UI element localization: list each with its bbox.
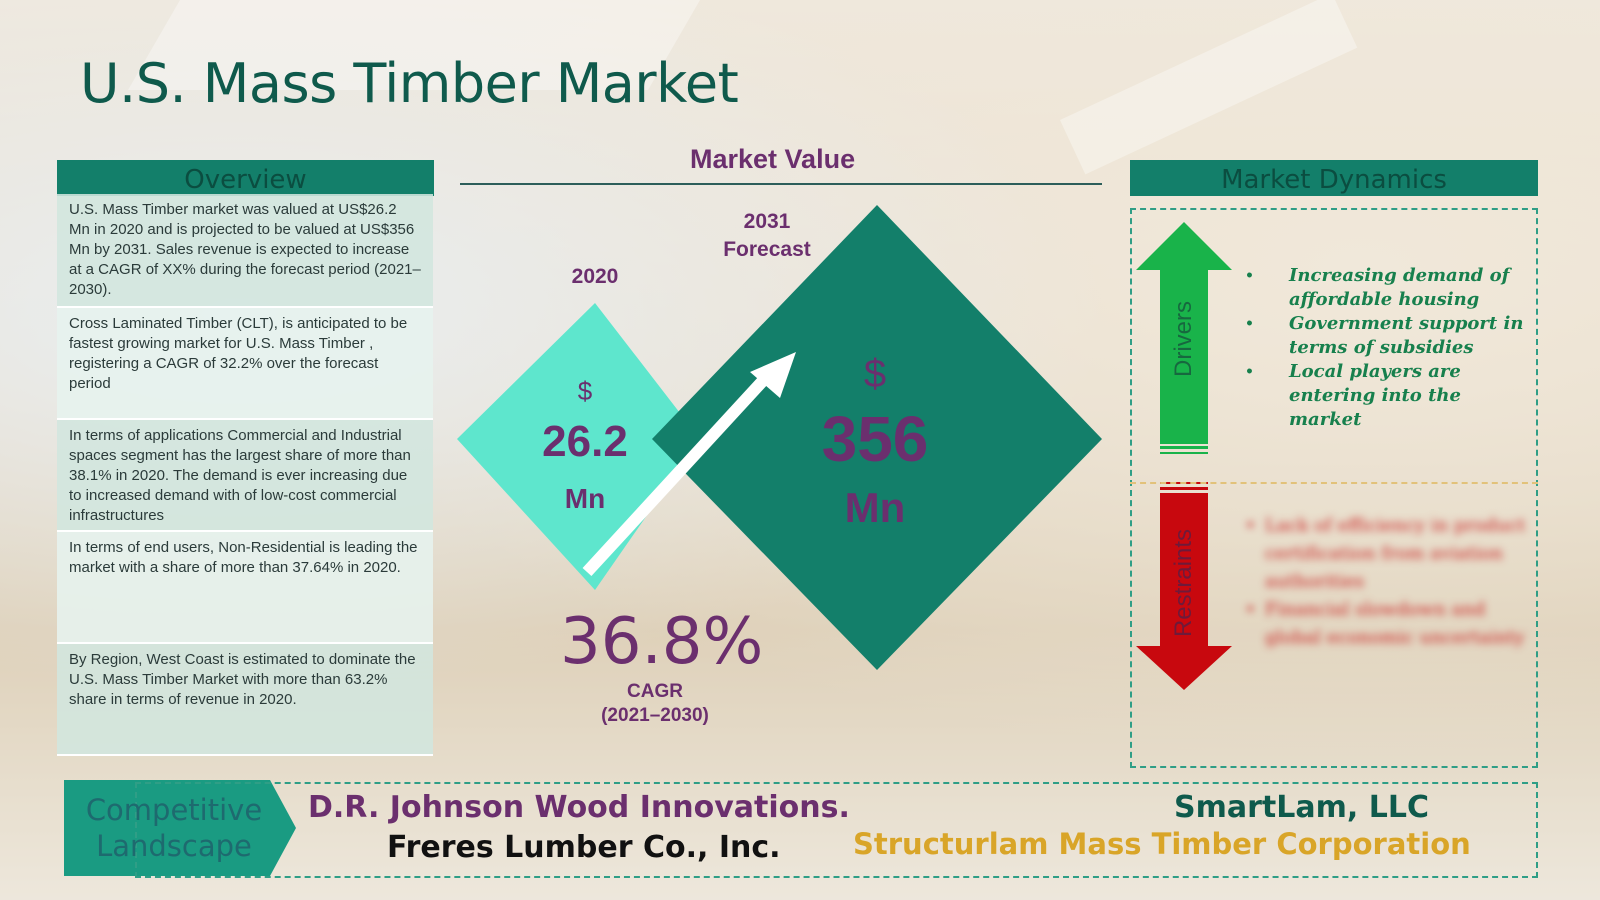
company-name: SmartLam, LLC xyxy=(1174,790,1429,825)
competitive-label-line1: Competitive xyxy=(85,793,263,827)
driver-item: Government support in terms of subsidies xyxy=(1245,312,1535,360)
drivers-arrow xyxy=(1136,222,1232,444)
market-dynamics-box xyxy=(1130,208,1538,768)
restraints-list: Lack of efficiency in product certificat… xyxy=(1245,512,1535,652)
market-value-title: Market Value xyxy=(690,144,856,174)
growth-arrow-head xyxy=(750,352,796,398)
year-2031-label: 2031 xyxy=(743,210,791,233)
overview-item: In terms of applications Commercial and … xyxy=(57,420,433,532)
cagr-label: CAGR (2021–2030) xyxy=(565,680,745,728)
competitive-label-line2: Landscape xyxy=(96,829,252,863)
dynamics-divider xyxy=(1130,482,1538,484)
overview-item: In terms of end users, Non-Residential i… xyxy=(57,532,433,644)
overview-panel: U.S. Mass Timber market was valued at US… xyxy=(57,194,433,756)
big-unit: Mn xyxy=(844,484,906,531)
company-name: Structurlam Mass Timber Corporation xyxy=(853,827,1471,861)
drivers-arrow-stripe xyxy=(1160,452,1208,454)
growth-arrow-shaft xyxy=(582,368,775,577)
driver-item: Local players are entering into the mark… xyxy=(1245,360,1535,432)
cagr-text: CAGR xyxy=(627,681,683,702)
big-diamond xyxy=(652,205,1102,670)
restraint-item: Lack of efficiency in product certificat… xyxy=(1245,512,1535,596)
market-value-divider xyxy=(460,183,1102,185)
drivers-list: Increasing demand of affordable housing … xyxy=(1245,264,1535,432)
cagr-value: 36.8% xyxy=(560,605,764,679)
forecast-label: Forecast xyxy=(723,238,811,261)
drivers-label: Drivers xyxy=(1170,301,1197,377)
page-title: U.S. Mass Timber Market xyxy=(80,52,739,115)
big-value: 356 xyxy=(821,403,929,475)
year-2020-label: 2020 xyxy=(571,265,619,288)
competitive-label: Competitive Landscape xyxy=(64,792,284,864)
company-name: D.R. Johnson Wood Innovations. xyxy=(308,790,850,825)
overview-item: By Region, West Coast is estimated to do… xyxy=(57,644,433,756)
small-value: 26.2 xyxy=(542,417,628,466)
drivers-arrow-stripe xyxy=(1160,446,1208,449)
big-currency: $ xyxy=(863,352,887,396)
small-currency: $ xyxy=(577,376,593,406)
restraints-arrow xyxy=(1136,493,1232,690)
overview-header: Overview xyxy=(57,160,434,196)
restraint-item: Financial slowdown and global economic u… xyxy=(1245,596,1535,652)
overview-item: U.S. Mass Timber market was valued at US… xyxy=(57,194,433,308)
company-name: Freres Lumber Co., Inc. xyxy=(387,830,781,865)
cagr-period: (2021–2030) xyxy=(601,705,709,726)
competitive-box xyxy=(135,782,1538,878)
market-dynamics-header: Market Dynamics xyxy=(1130,160,1538,196)
restraints-arrow-stripe xyxy=(1160,487,1208,490)
small-unit: Mn xyxy=(564,483,606,514)
competitive-chevron xyxy=(64,780,296,876)
restraints-label: Restraints xyxy=(1170,528,1197,638)
driver-item: Increasing demand of affordable housing xyxy=(1245,264,1535,312)
overview-item: Cross Laminated Timber (CLT), is anticip… xyxy=(57,308,433,420)
